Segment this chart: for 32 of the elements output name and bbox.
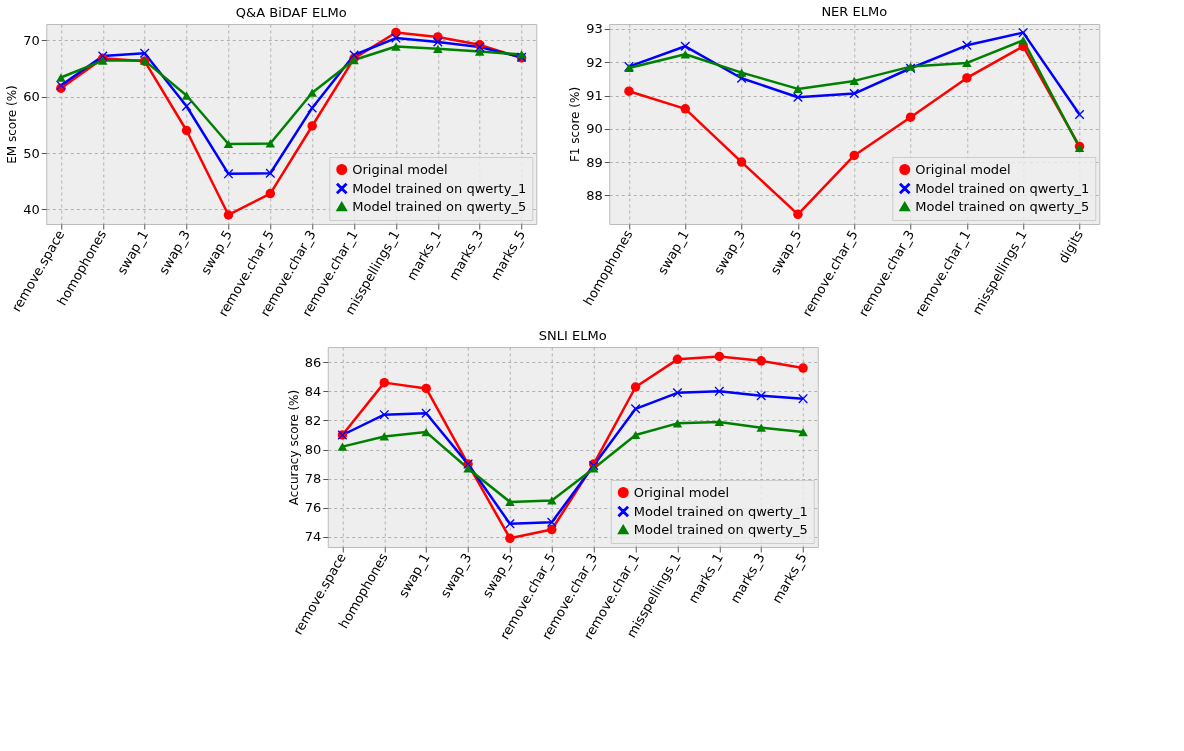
- chart-title: Q&A BiDAF ELMo: [235, 5, 347, 20]
- legend-label: Original model: [352, 161, 448, 177]
- y-tick-label: 76: [304, 500, 322, 516]
- y-tick-label: 40: [23, 201, 40, 217]
- y-tick-label: 88: [586, 187, 603, 203]
- y-tick-label: 93: [586, 21, 603, 37]
- y-tick-label: 90: [586, 121, 603, 137]
- legend-label: Model trained on qwerty_5: [352, 198, 527, 214]
- y-tick-label: 86: [304, 354, 322, 370]
- y-tick-label: 74: [304, 529, 322, 545]
- y-tick-label: 60: [23, 89, 40, 105]
- chart-title: SNLI ELMo: [538, 328, 607, 343]
- y-axis-title: Accuracy score (%): [286, 389, 301, 506]
- y-axis-title: F1 score (%): [568, 86, 583, 163]
- legend-label: Model trained on qwerty_5: [915, 198, 1090, 214]
- y-tick-label: 92: [586, 54, 603, 70]
- y-tick-label: 70: [23, 32, 40, 48]
- legend-label: Model trained on qwerty_1: [915, 180, 1090, 196]
- y-tick-label: 89: [586, 154, 603, 170]
- y-tick-label: 78: [304, 471, 322, 487]
- legend-label: Original model: [915, 161, 1011, 177]
- legend-label: Model trained on qwerty_1: [633, 503, 808, 519]
- legend-label: Model trained on qwerty_1: [352, 180, 527, 196]
- legend-label: Model trained on qwerty_5: [633, 521, 808, 537]
- legend-label: Original model: [633, 484, 730, 500]
- y-tick-label: 50: [23, 145, 40, 161]
- y-tick-label: 84: [304, 383, 322, 399]
- y-tick-label: 91: [586, 88, 603, 104]
- y-tick-label: 82: [304, 412, 322, 428]
- y-tick-label: 80: [304, 442, 322, 458]
- y-axis-title: EM score (%): [5, 85, 20, 164]
- chart-title: NER ELMo: [821, 3, 888, 19]
